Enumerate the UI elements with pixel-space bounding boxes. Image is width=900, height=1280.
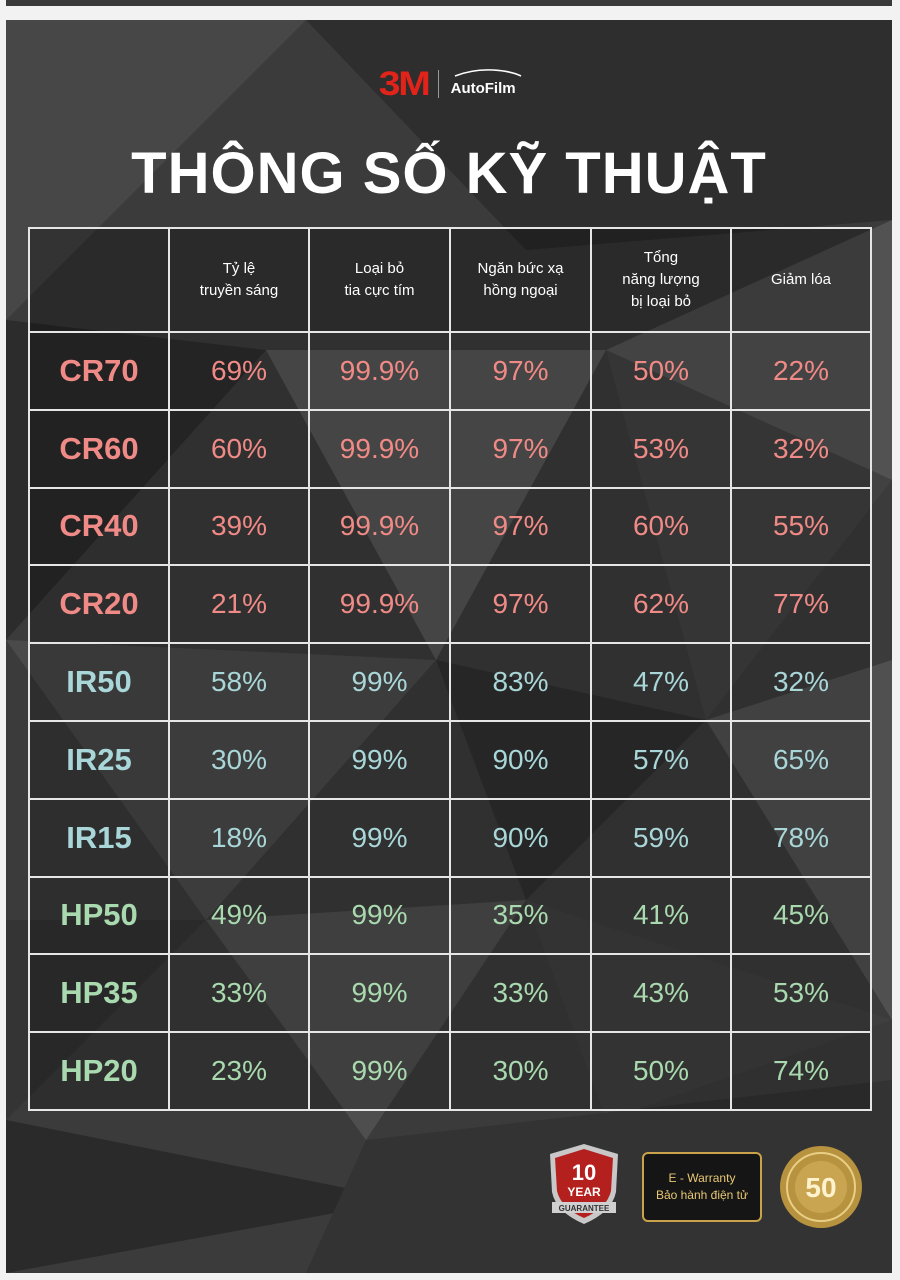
brand-logo: 3M AutoFilm	[6, 64, 892, 103]
spec-value: 97%	[449, 486, 592, 567]
spec-value: 47%	[590, 642, 732, 722]
logo-3m: 3M	[379, 64, 431, 103]
spec-value: 99%	[308, 642, 451, 722]
spec-value: 59%	[590, 797, 732, 878]
table-row: IR50 58% 99% 83% 47% 32%	[28, 642, 872, 722]
spec-value: 41%	[590, 875, 732, 956]
table-row: IR25 30% 99% 90% 57% 65%	[28, 719, 872, 800]
model-name: CR60	[28, 408, 170, 489]
model-name: CR70	[28, 331, 170, 411]
spec-value: 74%	[730, 1031, 872, 1111]
spec-value: 97%	[449, 331, 592, 411]
guarantee-year: YEAR	[567, 1185, 601, 1199]
e-warranty-badge: E - Warranty Bảo hành điện tử	[642, 1152, 762, 1222]
seal-number: 50	[805, 1172, 836, 1203]
anniversary-seal-icon: 50	[780, 1146, 862, 1228]
spec-value: 83%	[449, 642, 592, 722]
warranty-line1: E - Warranty	[668, 1171, 736, 1185]
model-name: CR20	[28, 564, 170, 645]
spec-value: 32%	[730, 408, 872, 489]
spec-value: 99.9%	[308, 408, 451, 489]
model-name: IR15	[28, 797, 170, 878]
logo-autofilm-text: AutoFilm	[450, 79, 516, 97]
spec-value: 60%	[590, 486, 732, 567]
spec-value: 62%	[590, 564, 732, 645]
table-row: IR15 18% 99% 90% 59% 78%	[28, 797, 872, 878]
page-title: THÔNG SỐ KỸ THUẬT	[131, 141, 767, 206]
spec-value: 99%	[308, 875, 451, 956]
table-row: CR70 69% 99.9% 97% 50% 22%	[28, 331, 872, 411]
car-icon	[454, 68, 521, 77]
spec-value: 58%	[168, 642, 310, 722]
spec-value: 55%	[730, 486, 872, 567]
spec-value: 43%	[590, 953, 732, 1034]
spec-value: 50%	[590, 1031, 732, 1111]
table-row: HP50 49% 99% 35% 41% 45%	[28, 875, 872, 956]
model-name: HP50	[28, 875, 170, 956]
spec-value: 30%	[449, 1031, 592, 1111]
header-total-energy-rejected: Tổng năng lượng bị loại bỏ	[590, 227, 732, 333]
spec-value: 69%	[168, 331, 310, 411]
table-row: CR20 21% 99.9% 97% 62% 77%	[28, 564, 872, 645]
spec-value: 99%	[308, 797, 451, 878]
header-row: Tỷ lệ truyền sáng Loại bỏ tia cực tím Ngăn…	[28, 227, 872, 333]
table-row: HP35 33% 99% 33% 43% 53%	[28, 953, 872, 1034]
table-row: CR60 60% 99.9% 97% 53% 32%	[28, 408, 872, 489]
spec-value: 90%	[449, 797, 592, 878]
spec-value: 30%	[168, 719, 310, 800]
spec-value: 99.9%	[308, 564, 451, 645]
spec-value: 65%	[730, 719, 872, 800]
spec-value: 32%	[730, 642, 872, 722]
guarantee-label: GUARANTEE	[559, 1204, 610, 1213]
spec-value: 49%	[168, 875, 310, 956]
spec-value: 45%	[730, 875, 872, 956]
spec-value: 33%	[449, 953, 592, 1034]
top-strip	[6, 0, 892, 6]
header-light-transmission: Tỷ lệ truyền sáng	[168, 227, 310, 333]
spec-value: 60%	[168, 408, 310, 489]
model-name: HP35	[28, 953, 170, 1034]
spec-value: 78%	[730, 797, 872, 878]
guarantee-number: 10	[572, 1160, 596, 1185]
spec-value: 99.9%	[308, 486, 451, 567]
spec-value: 97%	[449, 408, 592, 489]
spec-value: 99.9%	[308, 331, 451, 411]
spec-value: 97%	[449, 564, 592, 645]
model-name: HP20	[28, 1031, 170, 1111]
table-row: CR40 39% 99.9% 97% 60% 55%	[28, 486, 872, 567]
spec-value: 99%	[308, 1031, 451, 1111]
spec-value: 90%	[449, 719, 592, 800]
spec-poster: 3M AutoFilm THÔNG SỐ KỸ THUẬT Tỷ lệ truyề…	[6, 20, 892, 1273]
header-glare-reduction: Giảm lóa	[730, 227, 872, 333]
spec-value: 99%	[308, 953, 451, 1034]
logo-divider	[437, 70, 439, 98]
spec-value: 39%	[168, 486, 310, 567]
spec-value: 57%	[590, 719, 732, 800]
spec-value: 33%	[168, 953, 310, 1034]
logo-autofilm: AutoFilm	[450, 68, 521, 97]
spec-value: 77%	[730, 564, 872, 645]
guarantee-shield-icon: 10 YEAR GUARANTEE	[550, 1144, 618, 1224]
spec-value: 50%	[590, 331, 732, 411]
header-ir-rejection: Ngăn bức xạ hồng ngoại	[449, 227, 592, 333]
spec-table: Tỷ lệ truyền sáng Loại bỏ tia cực tím Ngăn…	[28, 227, 872, 1111]
spec-value: 22%	[730, 331, 872, 411]
model-name: IR50	[28, 642, 170, 722]
spec-value: 21%	[168, 564, 310, 645]
badges: 10 YEAR GUARANTEE E - Warranty Bảo hành …	[546, 1142, 886, 1237]
header-corner	[28, 227, 170, 333]
warranty-line2: Bảo hành điện tử	[655, 1188, 749, 1202]
model-name: CR40	[28, 486, 170, 567]
spec-value: 18%	[168, 797, 310, 878]
spec-value: 99%	[308, 719, 451, 800]
spec-value: 53%	[730, 953, 872, 1034]
spec-value: 23%	[168, 1031, 310, 1111]
spec-value: 53%	[590, 408, 732, 489]
model-name: IR25	[28, 719, 170, 800]
table-row: HP20 23% 99% 30% 50% 74%	[28, 1031, 872, 1111]
spec-value: 35%	[449, 875, 592, 956]
header-uv-rejection: Loại bỏ tia cực tím	[308, 227, 451, 333]
